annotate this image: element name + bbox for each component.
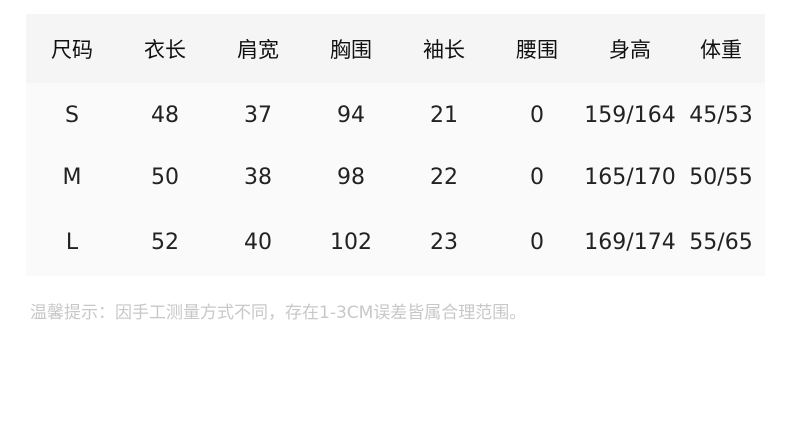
table-cell: 94: [337, 102, 365, 128]
column-header: 腰围: [516, 37, 558, 62]
table-cell: M: [62, 164, 82, 190]
table-cell: 0: [530, 102, 544, 128]
table-cell: 165/170: [584, 164, 676, 190]
table-cell: 21: [430, 102, 458, 128]
table-cell: 50/55: [689, 164, 753, 190]
table-cell: S: [65, 102, 79, 128]
table-cell: 102: [330, 229, 372, 255]
column-header: 胸围: [330, 37, 372, 62]
column-header: 身高: [609, 37, 651, 62]
column-header: 袖长: [423, 37, 465, 62]
column-header: 肩宽: [237, 37, 279, 62]
table-cell: 22: [430, 164, 458, 190]
table-cell: 40: [244, 229, 272, 255]
table-cell: 50: [151, 164, 179, 190]
column-header: 衣长: [144, 37, 186, 62]
table-cell: 45/53: [689, 102, 753, 128]
table-cell: 38: [244, 164, 272, 190]
table-cell: 0: [530, 229, 544, 255]
table-cell: 48: [151, 102, 179, 128]
table-row: L 52 40 102 23 0 169/174 55/65: [26, 210, 765, 274]
table-cell: L: [65, 229, 79, 255]
table-cell: 55/65: [689, 229, 753, 255]
table-cell: 159/164: [584, 102, 676, 128]
table-cell: 98: [337, 164, 365, 190]
table-cell: 23: [430, 229, 458, 255]
column-header: 体重: [700, 37, 742, 62]
table-row: S 48 37 94 21 0 159/164 45/53: [26, 83, 765, 147]
header-row: 尺码 衣长 肩宽 胸围 袖长 腰围 身高 体重: [26, 14, 765, 83]
table-row: M 50 38 98 22 0 165/170 50/55: [26, 145, 765, 209]
table-cell: 37: [244, 102, 272, 128]
size-chart-table: 尺码 衣长 肩宽 胸围 袖长 腰围 身高 体重 S 48 37 94 21 0 159/164 45/53 M 5…: [26, 14, 765, 276]
table-cell: 169/174: [584, 229, 676, 255]
measurement-note: 温馨提示：因手工测量方式不同，存在1-3CM误差皆属合理范围。: [30, 303, 527, 323]
column-header: 尺码: [51, 37, 93, 62]
table-cell: 52: [151, 229, 179, 255]
table-cell: 0: [530, 164, 544, 190]
